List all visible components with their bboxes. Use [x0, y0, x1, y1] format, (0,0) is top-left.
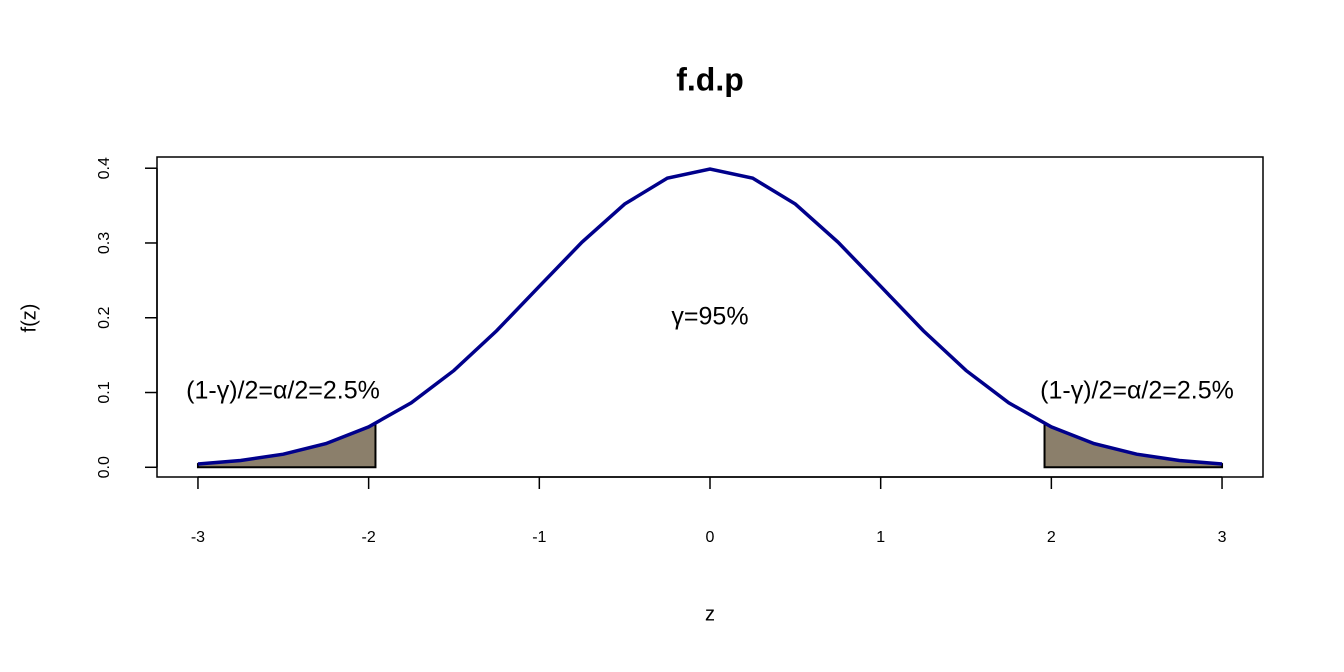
y-tick-label: 0.1: [96, 381, 113, 403]
x-tick-label: -3: [191, 529, 205, 546]
y-tick-label: 0.3: [96, 232, 113, 254]
x-tick-label: 0: [706, 529, 715, 546]
x-tick-label: 2: [1047, 529, 1056, 546]
y-tick-label: 0.0: [96, 456, 113, 478]
x-tick-label: 3: [1218, 529, 1227, 546]
x-tick-label: -2: [362, 529, 376, 546]
annotation: (1-γ)/2=α/2=2.5%: [186, 377, 380, 405]
x-tick-label: -1: [532, 529, 546, 546]
annotation: (1-γ)/2=α/2=2.5%: [1040, 377, 1234, 405]
density-curve: [197, 167, 1223, 466]
y-tick-label: 0.4: [96, 157, 113, 179]
x-axis-label: z: [705, 603, 715, 625]
chart-title: f.d.p: [676, 61, 744, 97]
annotation: γ=95%: [671, 303, 748, 331]
x-tick-label: 1: [876, 529, 885, 546]
y-tick-label: 0.2: [96, 307, 113, 329]
y-axis-label: f(z): [18, 304, 40, 333]
